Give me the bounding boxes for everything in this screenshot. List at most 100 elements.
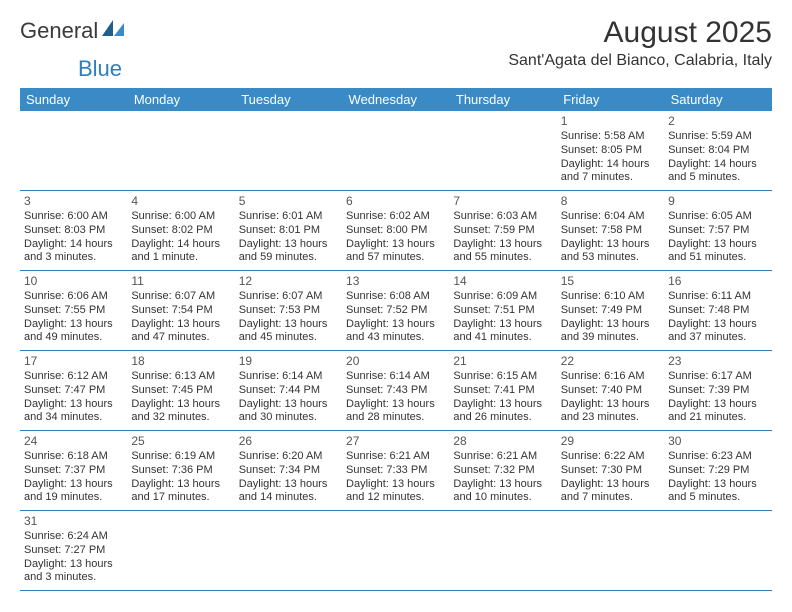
- calendar-day-cell: 11Sunrise: 6:07 AMSunset: 7:54 PMDayligh…: [127, 271, 234, 351]
- day-number: 30: [668, 434, 767, 449]
- daylight-text: and 43 minutes.: [346, 331, 445, 345]
- daylight-text: Daylight: 13 hours: [561, 318, 660, 332]
- sunset-text: Sunset: 7:30 PM: [561, 464, 660, 478]
- calendar-day-cell: 31Sunrise: 6:24 AMSunset: 7:27 PMDayligh…: [20, 511, 127, 591]
- calendar-day-cell: 23Sunrise: 6:17 AMSunset: 7:39 PMDayligh…: [664, 351, 771, 431]
- day-number: 26: [239, 434, 338, 449]
- day-number: 10: [24, 274, 123, 289]
- sunrise-text: Sunrise: 6:09 AM: [453, 290, 552, 304]
- daylight-text: Daylight: 13 hours: [346, 238, 445, 252]
- day-number: 7: [453, 194, 552, 209]
- calendar-day-cell: 30Sunrise: 6:23 AMSunset: 7:29 PMDayligh…: [664, 431, 771, 511]
- sunrise-text: Sunrise: 6:05 AM: [668, 210, 767, 224]
- sunset-text: Sunset: 7:33 PM: [346, 464, 445, 478]
- logo: General: [20, 18, 126, 44]
- daylight-text: Daylight: 13 hours: [24, 398, 123, 412]
- calendar-day-cell: 27Sunrise: 6:21 AMSunset: 7:33 PMDayligh…: [342, 431, 449, 511]
- daylight-text: and 32 minutes.: [131, 411, 230, 425]
- daylight-text: Daylight: 14 hours: [24, 238, 123, 252]
- calendar-week-row: 3Sunrise: 6:00 AMSunset: 8:03 PMDaylight…: [20, 191, 772, 271]
- dow-header: Monday: [127, 88, 234, 111]
- daylight-text: Daylight: 13 hours: [131, 478, 230, 492]
- day-number: 3: [24, 194, 123, 209]
- daylight-text: and 23 minutes.: [561, 411, 660, 425]
- calendar-day-cell: 3Sunrise: 6:00 AMSunset: 8:03 PMDaylight…: [20, 191, 127, 271]
- calendar-day-cell: 19Sunrise: 6:14 AMSunset: 7:44 PMDayligh…: [235, 351, 342, 431]
- daylight-text: and 1 minute.: [131, 251, 230, 265]
- day-number: 21: [453, 354, 552, 369]
- day-number: 1: [561, 114, 660, 129]
- daylight-text: and 7 minutes.: [561, 171, 660, 185]
- sunrise-text: Sunrise: 6:04 AM: [561, 210, 660, 224]
- calendar-day-cell: [127, 111, 234, 191]
- sunset-text: Sunset: 8:01 PM: [239, 224, 338, 238]
- sunrise-text: Sunrise: 6:24 AM: [24, 530, 123, 544]
- sunset-text: Sunset: 7:36 PM: [131, 464, 230, 478]
- calendar-day-cell: 14Sunrise: 6:09 AMSunset: 7:51 PMDayligh…: [449, 271, 556, 351]
- daylight-text: and 12 minutes.: [346, 491, 445, 505]
- sunset-text: Sunset: 8:03 PM: [24, 224, 123, 238]
- sunset-text: Sunset: 8:00 PM: [346, 224, 445, 238]
- calendar-day-cell: 2Sunrise: 5:59 AMSunset: 8:04 PMDaylight…: [664, 111, 771, 191]
- calendar-day-cell: 24Sunrise: 6:18 AMSunset: 7:37 PMDayligh…: [20, 431, 127, 511]
- title-block: August 2025 Sant'Agata del Bianco, Calab…: [508, 18, 772, 70]
- sunrise-text: Sunrise: 6:20 AM: [239, 450, 338, 464]
- calendar-day-cell: 13Sunrise: 6:08 AMSunset: 7:52 PMDayligh…: [342, 271, 449, 351]
- calendar-day-cell: 25Sunrise: 6:19 AMSunset: 7:36 PMDayligh…: [127, 431, 234, 511]
- daylight-text: and 53 minutes.: [561, 251, 660, 265]
- sunrise-text: Sunrise: 6:01 AM: [239, 210, 338, 224]
- dow-header: Sunday: [20, 88, 127, 111]
- sunrise-text: Sunrise: 6:02 AM: [346, 210, 445, 224]
- daylight-text: and 39 minutes.: [561, 331, 660, 345]
- day-number: 20: [346, 354, 445, 369]
- daylight-text: and 57 minutes.: [346, 251, 445, 265]
- day-number: 5: [239, 194, 338, 209]
- sunrise-text: Sunrise: 6:07 AM: [239, 290, 338, 304]
- day-number: 27: [346, 434, 445, 449]
- day-number: 28: [453, 434, 552, 449]
- sunrise-text: Sunrise: 6:12 AM: [24, 370, 123, 384]
- sunrise-text: Sunrise: 6:21 AM: [346, 450, 445, 464]
- day-number: 6: [346, 194, 445, 209]
- sunset-text: Sunset: 8:02 PM: [131, 224, 230, 238]
- day-number: 4: [131, 194, 230, 209]
- day-number: 29: [561, 434, 660, 449]
- dow-header: Friday: [557, 88, 664, 111]
- daylight-text: Daylight: 13 hours: [453, 398, 552, 412]
- dow-header: Saturday: [664, 88, 771, 111]
- calendar-day-cell: 4Sunrise: 6:00 AMSunset: 8:02 PMDaylight…: [127, 191, 234, 271]
- logo-text-1: General: [20, 18, 98, 44]
- calendar-day-cell: 17Sunrise: 6:12 AMSunset: 7:47 PMDayligh…: [20, 351, 127, 431]
- sunrise-text: Sunrise: 6:11 AM: [668, 290, 767, 304]
- daylight-text: and 28 minutes.: [346, 411, 445, 425]
- daylight-text: Daylight: 13 hours: [668, 238, 767, 252]
- daylight-text: and 41 minutes.: [453, 331, 552, 345]
- calendar-week-row: 24Sunrise: 6:18 AMSunset: 7:37 PMDayligh…: [20, 431, 772, 511]
- daylight-text: and 17 minutes.: [131, 491, 230, 505]
- calendar-day-cell: [235, 511, 342, 591]
- calendar-day-cell: 20Sunrise: 6:14 AMSunset: 7:43 PMDayligh…: [342, 351, 449, 431]
- calendar-day-cell: 7Sunrise: 6:03 AMSunset: 7:59 PMDaylight…: [449, 191, 556, 271]
- day-number: 17: [24, 354, 123, 369]
- day-number: 18: [131, 354, 230, 369]
- sunrise-text: Sunrise: 6:03 AM: [453, 210, 552, 224]
- daylight-text: Daylight: 14 hours: [561, 158, 660, 172]
- daylight-text: and 45 minutes.: [239, 331, 338, 345]
- daylight-text: and 5 minutes.: [668, 491, 767, 505]
- calendar-day-cell: [342, 511, 449, 591]
- daylight-text: Daylight: 14 hours: [131, 238, 230, 252]
- daylight-text: and 26 minutes.: [453, 411, 552, 425]
- calendar-day-cell: 10Sunrise: 6:06 AMSunset: 7:55 PMDayligh…: [20, 271, 127, 351]
- sunset-text: Sunset: 7:51 PM: [453, 304, 552, 318]
- sunrise-text: Sunrise: 6:08 AM: [346, 290, 445, 304]
- daylight-text: and 10 minutes.: [453, 491, 552, 505]
- daylight-text: and 55 minutes.: [453, 251, 552, 265]
- sunrise-text: Sunrise: 6:23 AM: [668, 450, 767, 464]
- daylight-text: and 14 minutes.: [239, 491, 338, 505]
- day-number: 11: [131, 274, 230, 289]
- calendar-day-cell: [127, 511, 234, 591]
- sunrise-text: Sunrise: 6:00 AM: [24, 210, 123, 224]
- calendar-day-cell: 12Sunrise: 6:07 AMSunset: 7:53 PMDayligh…: [235, 271, 342, 351]
- daylight-text: Daylight: 13 hours: [668, 478, 767, 492]
- sunset-text: Sunset: 7:53 PM: [239, 304, 338, 318]
